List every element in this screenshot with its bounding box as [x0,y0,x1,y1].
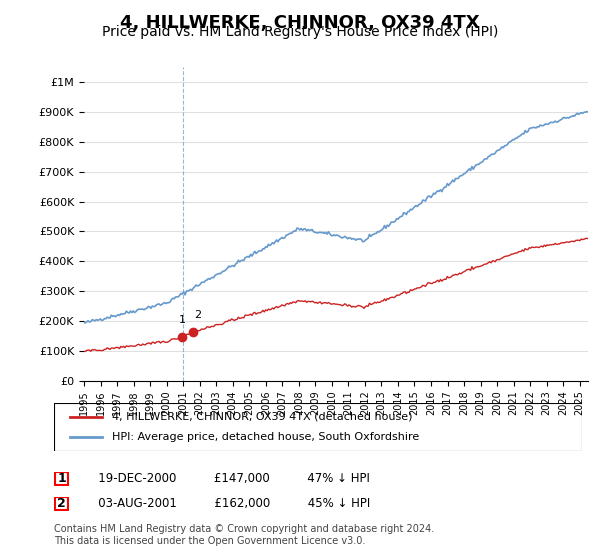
Text: 4, HILLWERKE, CHINNOR, OX39 4TX (detached house): 4, HILLWERKE, CHINNOR, OX39 4TX (detache… [112,412,413,422]
Text: 1: 1 [179,315,186,325]
Text: 4, HILLWERKE, CHINNOR, OX39 4TX: 4, HILLWERKE, CHINNOR, OX39 4TX [120,14,480,32]
Text: 03-AUG-2001          £162,000          45% ↓ HPI: 03-AUG-2001 £162,000 45% ↓ HPI [87,497,370,511]
Text: HPI: Average price, detached house, South Oxfordshire: HPI: Average price, detached house, Sout… [112,432,419,442]
Text: Price paid vs. HM Land Registry's House Price Index (HPI): Price paid vs. HM Land Registry's House … [102,25,498,39]
Text: 2: 2 [194,310,201,320]
Text: 1: 1 [57,472,66,485]
Text: 19-DEC-2000          £147,000          47% ↓ HPI: 19-DEC-2000 £147,000 47% ↓ HPI [87,472,370,486]
Text: Contains HM Land Registry data © Crown copyright and database right 2024.
This d: Contains HM Land Registry data © Crown c… [54,524,434,546]
Text: 2: 2 [57,497,66,510]
